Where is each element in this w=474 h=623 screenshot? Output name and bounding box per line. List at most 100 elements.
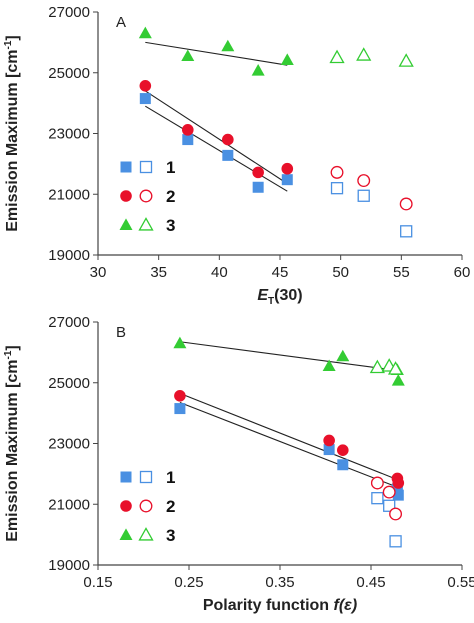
data-point-series-1 xyxy=(337,459,349,471)
fit-line-series-1 xyxy=(145,105,288,192)
data-point-series-3 xyxy=(251,64,265,76)
data-point-open-series-1 xyxy=(330,182,344,195)
chart-panel-a: 19000 21000 23000 25000 27000 30 35 40 45 50 55 60 A… xyxy=(3,4,470,307)
y-tick-label: 27000 xyxy=(48,314,90,331)
legend-marker-open-3 xyxy=(138,217,154,231)
data-point-open-series-3 xyxy=(387,361,404,375)
data-point-series-2 xyxy=(181,124,194,136)
x-tick-label: 0.35 xyxy=(265,574,294,591)
y-tick-label: 21000 xyxy=(48,186,90,203)
data-point-series-1 xyxy=(391,483,403,495)
data-point-series-3 xyxy=(322,359,336,371)
data-point-open-series-2 xyxy=(389,507,403,521)
y-axis-label: Emission Maximum [cm-1] xyxy=(3,35,21,232)
data-point-open-series-3 xyxy=(398,53,414,67)
data-point-series-1 xyxy=(182,134,194,146)
data-point-open-series-1 xyxy=(383,499,396,512)
data-point-series-2 xyxy=(281,162,294,175)
data-point-open-series-1 xyxy=(371,492,384,505)
data-point-series-3 xyxy=(221,39,235,52)
x-tick-label: 30 xyxy=(90,264,107,281)
y-tick-label: 19000 xyxy=(48,557,90,574)
legend-marker-filled-2 xyxy=(120,190,132,202)
data-point-open-series-2 xyxy=(382,485,396,499)
x-axis-label: ET(30) xyxy=(257,287,302,307)
data-point-series-3 xyxy=(173,336,187,349)
data-point-open-series-3 xyxy=(369,359,385,374)
data-point-open-series-2 xyxy=(357,174,371,188)
panel-label: B xyxy=(116,324,126,341)
data-point-open-series-2 xyxy=(399,197,413,211)
legend-label-3: 3 xyxy=(166,526,175,545)
legend-label-3: 3 xyxy=(166,216,175,235)
data-point-series-3 xyxy=(181,49,195,61)
legend-marker-filled-1 xyxy=(120,471,132,483)
x-tick-label: 60 xyxy=(454,264,471,281)
legend-label-2: 2 xyxy=(166,497,175,516)
data-point-series-3 xyxy=(336,349,350,362)
y-tick-label: 23000 xyxy=(48,126,90,143)
legend-label-1: 1 xyxy=(166,158,175,177)
x-tick-label: 45 xyxy=(272,264,289,281)
data-point-series-2 xyxy=(323,434,335,447)
legend-label-2: 2 xyxy=(166,187,175,206)
data-point-series-3 xyxy=(138,26,152,39)
x-tick-label: 0.55 xyxy=(447,574,474,591)
data-point-series-2 xyxy=(392,477,405,489)
data-point-series-1 xyxy=(392,489,404,501)
fit-line-series-2 xyxy=(179,392,399,481)
chart-panel-b: 19000 21000 23000 25000 27000 0.15 0.25 0.35 0.4… xyxy=(3,314,474,614)
data-point-open-series-3 xyxy=(356,47,372,61)
data-point-series-3 xyxy=(280,53,294,65)
legend-marker-open-2 xyxy=(139,499,153,513)
panel-label: A xyxy=(116,14,126,31)
data-point-open-series-2 xyxy=(330,165,344,179)
fit-line-series-2 xyxy=(145,90,288,185)
legend-marker-filled-3 xyxy=(119,528,133,540)
x-tick-label: 0.45 xyxy=(356,574,385,591)
y-tick-label: 21000 xyxy=(48,496,90,513)
data-point-series-3 xyxy=(391,374,405,386)
data-point-series-1 xyxy=(139,93,151,105)
data-point-open-series-1 xyxy=(400,225,413,238)
legend-marker-filled-3 xyxy=(119,218,133,230)
y-tick-label: 25000 xyxy=(48,65,90,82)
y-tick-label: 27000 xyxy=(48,4,90,21)
x-tick-label: 55 xyxy=(393,264,410,281)
data-point-series-2 xyxy=(252,166,264,179)
fit-line-series-3 xyxy=(179,341,399,372)
y-tick-label: 19000 xyxy=(48,247,90,264)
data-point-series-1 xyxy=(174,403,186,415)
legend-marker-open-1 xyxy=(139,160,153,174)
x-axis-label: Polarity function f(ε) xyxy=(203,597,357,614)
data-point-series-2 xyxy=(174,390,186,402)
fit-line-series-1 xyxy=(179,401,399,489)
data-point-open-series-1 xyxy=(357,189,370,202)
x-tick-label: 40 xyxy=(211,264,228,281)
data-point-series-1 xyxy=(323,444,335,456)
fit-line-series-3 xyxy=(145,41,288,66)
legend-label-1: 1 xyxy=(166,468,175,487)
data-point-series-2 xyxy=(139,80,152,92)
data-point-series-2 xyxy=(336,444,349,456)
y-tick-label: 25000 xyxy=(48,375,90,392)
x-tick-label: 50 xyxy=(332,264,349,281)
legend-marker-open-3 xyxy=(138,527,154,541)
legend-marker-open-2 xyxy=(139,189,153,203)
data-point-open-series-2 xyxy=(370,476,384,490)
data-point-series-1 xyxy=(281,174,293,186)
legend-marker-filled-2 xyxy=(120,500,132,512)
x-tick-label: 35 xyxy=(150,264,167,281)
legend-marker-filled-1 xyxy=(120,161,132,173)
y-tick-label: 23000 xyxy=(48,436,90,453)
x-tick-label: 0.15 xyxy=(83,574,112,591)
x-tick-label: 0.25 xyxy=(174,574,203,591)
data-point-series-2 xyxy=(222,133,234,146)
legend-marker-open-1 xyxy=(139,470,153,484)
data-point-series-1 xyxy=(222,149,234,161)
data-point-series-1 xyxy=(252,181,264,193)
data-point-open-series-3 xyxy=(329,49,345,64)
y-axis-label: Emission Maximum [cm-1] xyxy=(3,345,21,542)
data-point-open-series-1 xyxy=(389,535,402,548)
